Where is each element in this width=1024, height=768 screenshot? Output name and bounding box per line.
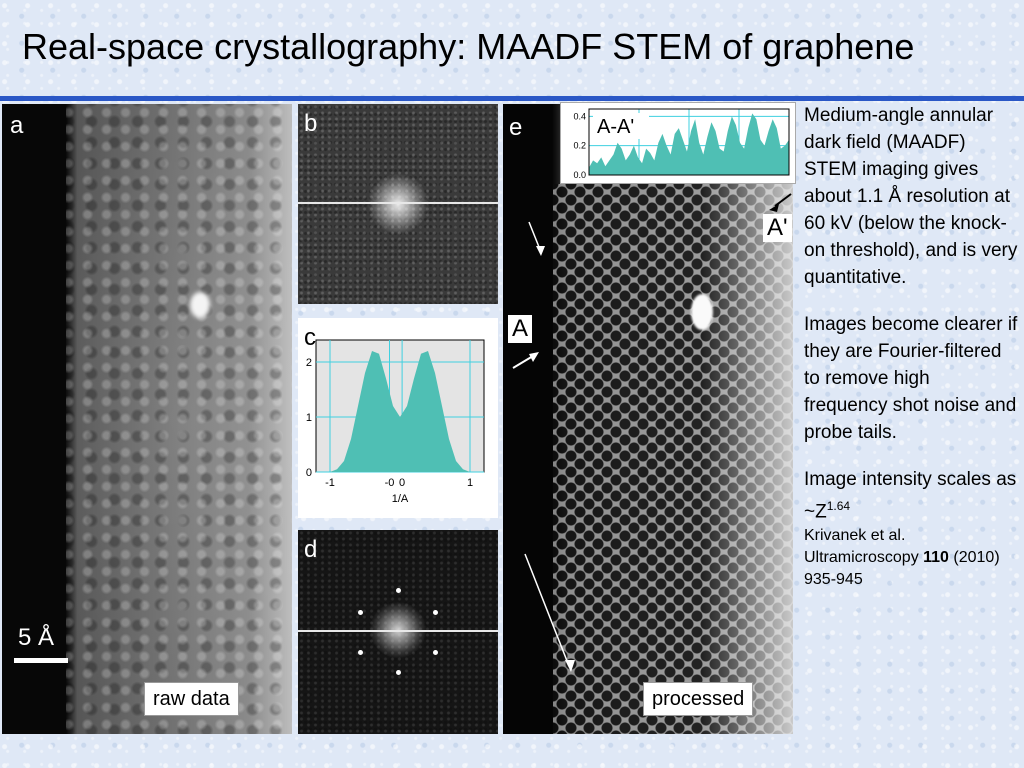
citation: Krivanek et al. Ultramicroscopy 110 (201…	[804, 525, 1018, 591]
panel-letter-e: e	[509, 114, 523, 141]
marker-a-prime-arrow	[774, 193, 792, 207]
arrow-head-icon	[529, 352, 539, 362]
bright-atom	[691, 294, 713, 330]
citation-pages: (2010) 935-945	[804, 549, 1000, 589]
contamination-region	[703, 104, 793, 734]
intensity-exponent: 1.64	[826, 499, 851, 513]
fft-spot	[433, 610, 438, 615]
marker-a-arrow	[512, 355, 534, 369]
panel-letter-c: c	[304, 324, 316, 351]
profile-inset-svg: 0.0 0.2 0.4 A-A'	[573, 108, 790, 180]
sidebar-paragraph-2: Images become clearer if they are Fourie…	[804, 314, 1018, 443]
arrow-line	[524, 553, 570, 667]
title-rule	[0, 96, 1024, 101]
vacuum-region	[2, 104, 66, 734]
arrow-head-icon	[536, 246, 545, 256]
panel-letter-a: a	[10, 112, 24, 139]
scale-bar-label: 5 Å	[18, 624, 55, 651]
panel-letter-d: d	[304, 536, 318, 563]
profile-area	[330, 351, 470, 472]
raw-image-panel: a 5 Å raw data	[2, 104, 292, 734]
fft-spot	[396, 670, 401, 675]
fft-filtered-panel: d	[298, 530, 498, 734]
x-tick-label: -1	[325, 477, 335, 489]
sidebar-paragraph-1: Medium-angle annular dark field (MAADF) …	[804, 105, 1018, 288]
marker-a: A	[508, 315, 533, 343]
panel-letter-b: b	[304, 110, 318, 137]
y-tick-label: 0.4	[573, 111, 586, 121]
chart-title: A-A'	[597, 116, 634, 138]
title-box	[593, 113, 649, 139]
y-tick-label: 2	[306, 357, 312, 369]
marker-a-prime: A'	[763, 214, 792, 242]
y-tick-label: 0.0	[573, 170, 586, 180]
sidebar-text: Medium-angle annular dark field (MAADF) …	[804, 102, 1018, 591]
fft-spot	[358, 650, 363, 655]
profile-chart: -1 -0 0 1 0 1 2 1/A	[306, 339, 485, 505]
processed-image-panel: e processed	[503, 104, 793, 734]
citation-authors: Krivanek et al. Ultramicroscopy	[804, 527, 919, 567]
arrow-head-icon	[565, 660, 575, 672]
processed-caption: processed	[643, 682, 754, 716]
plot-frame	[588, 108, 790, 176]
x-tick-label: 0	[399, 477, 405, 489]
fft-spot	[433, 650, 438, 655]
x-tick-label: -0	[385, 477, 395, 489]
slide-title: Real-space crystallography: MAADF STEM o…	[22, 26, 915, 67]
intensity-scaling-text: Image intensity scales as ~Z	[804, 469, 1017, 523]
y-tick-label: 0	[306, 467, 312, 479]
profile-chart-panel: -1 -0 0 1 0 1 2 1/A c	[298, 318, 498, 518]
fft-spot	[396, 588, 401, 593]
arrow-head-icon	[769, 204, 779, 212]
fft-spot	[358, 610, 363, 615]
annotation-arrows	[512, 193, 792, 672]
y-tick-label: 0.2	[573, 141, 586, 151]
sidebar-paragraph-3: Image intensity scales as ~Z1.64	[804, 466, 1018, 525]
bright-atom	[190, 292, 210, 318]
raw-data-caption: raw data	[144, 682, 239, 716]
scale-bar	[14, 658, 68, 663]
profile-inset-chart: 0.0 0.2 0.4 A-A'	[560, 102, 796, 184]
x-axis-label: 1/A	[392, 493, 409, 505]
fft-filter-line	[298, 630, 498, 632]
fft-filter-line	[298, 202, 498, 204]
y-tick-label: 1	[306, 412, 312, 424]
profile-area	[589, 113, 789, 175]
citation-volume: 110	[923, 549, 949, 567]
x-tick-label: 1	[467, 477, 473, 489]
fft-raw-panel: b	[298, 104, 498, 304]
fft-center-glow	[368, 174, 428, 234]
